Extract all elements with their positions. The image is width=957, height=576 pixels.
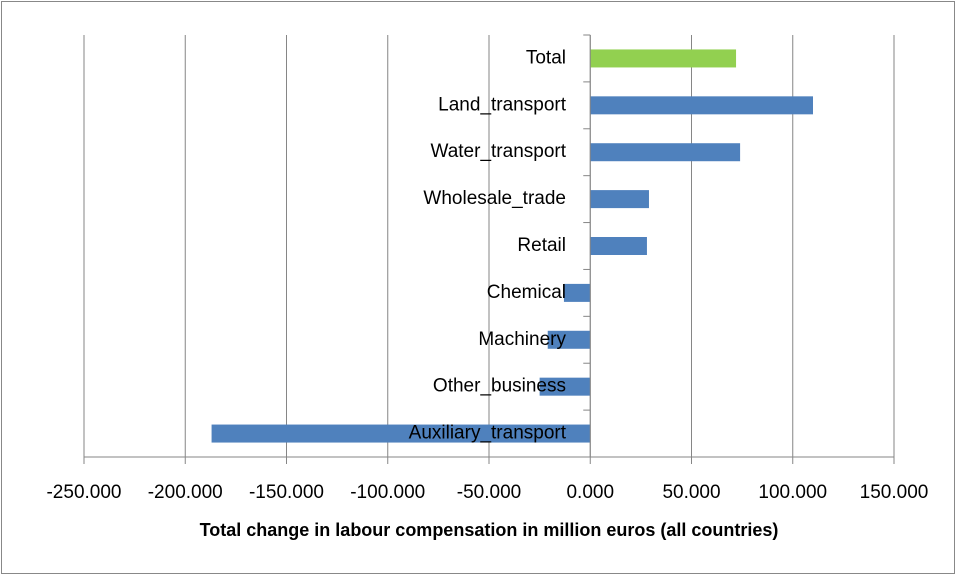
bar [211, 424, 591, 443]
bar [590, 237, 647, 255]
y-tick-label: Machinery [478, 329, 566, 350]
x-tick-label: 100.000 [758, 482, 827, 503]
y-tick-label: Water_transport [430, 141, 566, 162]
bar [539, 377, 591, 396]
x-tick-label: -250.000 [46, 482, 121, 503]
bar [547, 330, 591, 349]
y-tick-label: Wholesale_trade [423, 188, 566, 209]
bar [563, 283, 591, 302]
y-tick-label: Total [526, 47, 566, 68]
bar [590, 49, 737, 68]
y-tick-label: Retail [517, 235, 566, 256]
bar [590, 96, 813, 115]
y-tick-label: Chemical [487, 282, 566, 303]
bar [590, 190, 649, 209]
x-tick-label: -150.000 [249, 482, 324, 503]
x-axis-title: Total change in labour compensation in m… [200, 520, 779, 540]
x-tick-label: -50.000 [457, 482, 521, 503]
y-tick-label: Land_transport [438, 94, 567, 115]
bar [590, 143, 741, 162]
x-tick-label: -200.000 [148, 482, 223, 503]
x-tick-label: 50.000 [662, 482, 720, 503]
y-tick-label: Other_business [433, 376, 566, 397]
x-tick-label: 150.000 [860, 482, 929, 503]
x-tick-label: 0.000 [566, 482, 614, 503]
y-tick-label: Auxiliary_transport [409, 423, 567, 444]
x-tick-label: -100.000 [350, 482, 425, 503]
